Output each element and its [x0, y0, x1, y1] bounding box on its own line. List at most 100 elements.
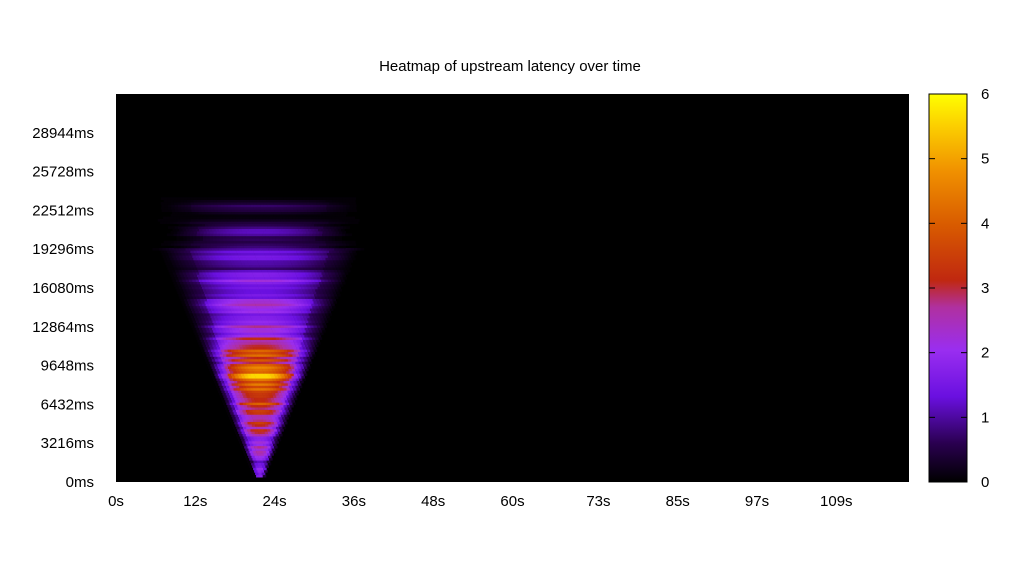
heatmap-cell: [261, 334, 265, 338]
heatmap-cell: [258, 375, 263, 379]
heatmap-cell: [233, 250, 237, 254]
heatmap-cell: [177, 226, 182, 229]
heatmap-cell: [194, 260, 198, 263]
heatmap-cell: [312, 233, 316, 237]
heatmap-cell: [287, 247, 292, 251]
heatmap-cell: [209, 368, 213, 372]
heatmap-cell: [338, 245, 343, 249]
heatmap-cell: [234, 373, 238, 377]
heatmap-cell: [246, 199, 250, 203]
heatmap-cell: [190, 197, 195, 200]
heatmap-cell: [210, 284, 215, 287]
heatmap-cell: [236, 329, 240, 333]
heatmap-cell: [279, 412, 284, 415]
heatmap-cell: [334, 216, 339, 220]
heatmap-cell: [274, 255, 279, 258]
heatmap-cell: [352, 243, 357, 246]
heatmap-cell: [255, 327, 259, 331]
heatmap-cell: [278, 303, 282, 307]
heatmap-cell: [283, 373, 288, 377]
heatmap-cell: [302, 214, 307, 217]
heatmap-cell: [210, 250, 214, 254]
heatmap-cell: [242, 305, 247, 309]
heatmap-cell: [305, 250, 310, 254]
heatmap-cell: [168, 204, 172, 208]
heatmap-cell: [189, 264, 194, 268]
heatmap-cell: [269, 245, 274, 249]
heatmap-cell: [303, 349, 308, 352]
heatmap-cell: [266, 214, 271, 217]
heatmap-cell: [188, 252, 192, 256]
heatmap-cell: [256, 315, 261, 319]
heatmap-cell: [195, 296, 200, 299]
heatmap-cell: [272, 433, 276, 437]
heatmap-cell: [306, 276, 311, 280]
heatmap-cell: [264, 310, 269, 314]
heatmap-cell: [292, 240, 297, 244]
heatmap-cell: [174, 260, 179, 263]
heatmap-cell: [219, 257, 224, 261]
heatmap-cell: [302, 199, 307, 203]
heatmap-cell: [164, 197, 168, 200]
heatmap-cell: [224, 325, 228, 328]
heatmap-cell: [239, 257, 244, 261]
heatmap-cell: [176, 240, 181, 244]
heatmap-cell: [215, 272, 220, 275]
heatmap-cell: [227, 301, 232, 304]
heatmap-cell: [306, 206, 310, 210]
heatmap-cell: [285, 385, 290, 389]
heatmap-cell: [321, 238, 326, 241]
heatmap-cell: [266, 243, 271, 246]
heatmap-cell: [343, 226, 347, 229]
heatmap-cell: [211, 252, 215, 256]
heatmap-cell: [160, 197, 165, 200]
heatmap-cell: [226, 313, 230, 316]
heatmap-cell: [273, 412, 277, 415]
heatmap-cell: [280, 332, 284, 336]
heatmap-cell: [239, 288, 243, 292]
heatmap-cell: [286, 404, 291, 408]
heatmap-cell: [266, 450, 270, 454]
heatmap-cell: [222, 228, 226, 232]
heatmap-cell: [216, 313, 220, 316]
heatmap-cell: [257, 293, 262, 297]
heatmap-cell: [279, 329, 283, 333]
heatmap-cell: [251, 255, 256, 258]
heatmap-cell: [290, 284, 294, 287]
heatmap-cell: [279, 267, 284, 270]
heatmap-cell: [234, 431, 239, 435]
y-tick-label: 25728ms: [32, 164, 94, 181]
heatmap-cell: [294, 286, 299, 290]
heatmap-cell: [203, 274, 208, 278]
heatmap-cell: [302, 346, 307, 350]
heatmap-cell: [266, 267, 271, 270]
heatmap-cell: [336, 260, 340, 263]
heatmap-cell: [275, 361, 280, 365]
heatmap-cell: [246, 426, 250, 430]
heatmap-cell: [286, 245, 290, 249]
heatmap-cell: [322, 250, 327, 254]
heatmap-cell: [325, 257, 330, 261]
heatmap-cell: [223, 329, 227, 333]
heatmap-cell: [187, 243, 192, 246]
heatmap-cell: [258, 392, 263, 396]
heatmap-cell: [243, 404, 248, 408]
heatmap-cell: [287, 301, 291, 304]
heatmap-cell: [222, 272, 226, 275]
heatmap-cell: [260, 197, 264, 200]
heatmap-cell: [252, 402, 257, 406]
heatmap-cell: [196, 264, 200, 268]
heatmap-cell: [271, 255, 276, 258]
heatmap-cell: [198, 255, 203, 258]
heatmap-cell: [260, 209, 265, 213]
heatmap-cell: [212, 255, 216, 258]
heatmap-cell: [333, 252, 338, 256]
x-tick-label: 36s: [342, 493, 366, 510]
heatmap-cell: [166, 264, 171, 268]
heatmap-cell: [232, 288, 237, 292]
heatmap-cell: [297, 349, 301, 352]
heatmap-cell: [257, 226, 261, 229]
heatmap-cell: [199, 305, 204, 309]
heatmap-cell: [232, 305, 237, 309]
heatmap-cell: [289, 250, 294, 254]
